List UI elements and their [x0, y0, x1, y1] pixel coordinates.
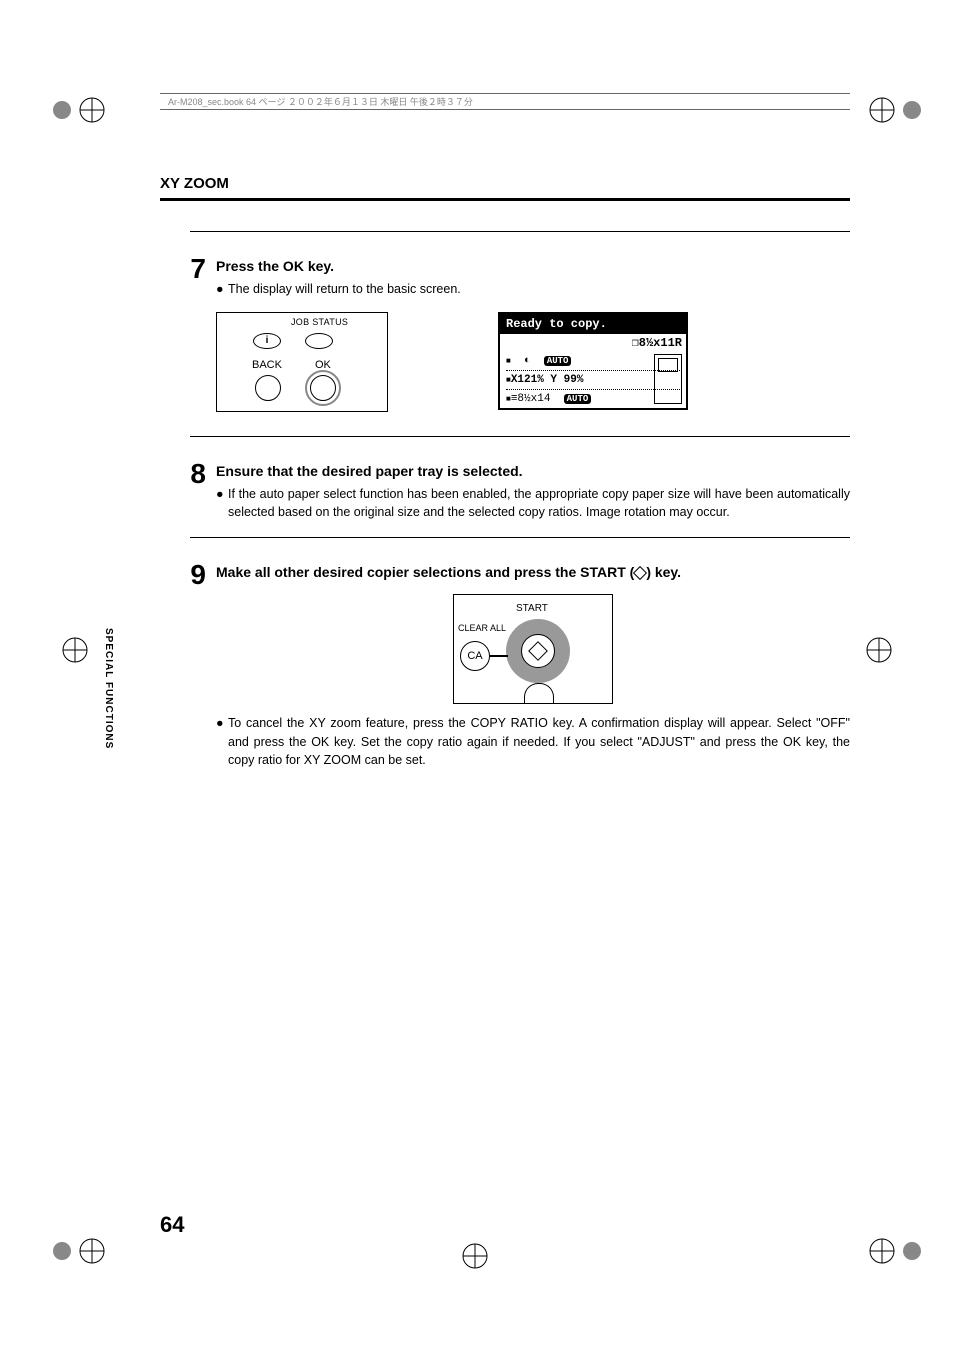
header-meta: Ar-M208_sec.book 64 ページ ２００２年６月１３日 木曜日 午…	[160, 93, 850, 110]
vertical-section-label: SPECIAL FUNCTIONS	[103, 628, 114, 749]
doc-icon: ❐	[632, 336, 639, 350]
clear-all-button: CA	[460, 641, 490, 671]
tray-icon: ≡	[511, 393, 518, 405]
step-divider	[190, 436, 850, 437]
step-8-bullet: If the auto paper select function has be…	[228, 485, 850, 521]
back-label: BACK	[252, 359, 282, 371]
section-title: XY ZOOM	[160, 175, 850, 192]
lcd-paper-size: ❐8½x11R	[500, 334, 686, 352]
auto-badge: AUTO	[564, 394, 592, 404]
start-label: START	[516, 603, 548, 614]
lcd-ready-text: Ready to copy.	[500, 314, 686, 334]
paper-preview-icon	[654, 354, 682, 404]
exposure-icon: ◐	[524, 355, 531, 367]
step-7-heading: Press the OK key.	[216, 258, 850, 274]
step-divider	[190, 231, 850, 232]
step-number-7: 7	[160, 255, 216, 283]
step-7-bullet: The display will return to the basic scr…	[228, 280, 850, 298]
finger-icon	[524, 683, 554, 703]
info-button: i	[253, 333, 281, 349]
crop-mark-tr	[864, 80, 914, 130]
step-9-heading: Make all other desired copier selections…	[216, 564, 850, 580]
auto-badge: AUTO	[544, 356, 572, 366]
crop-mark-ml	[40, 635, 90, 685]
crop-mark-mr	[864, 635, 914, 685]
step-number-9: 9	[160, 561, 216, 589]
connector-line	[490, 655, 508, 657]
job-status-button	[305, 333, 333, 349]
crop-mark-tl	[50, 80, 100, 130]
start-key-figure: START CLEAR ALL CA	[453, 594, 613, 704]
crop-mark-br	[864, 1221, 914, 1271]
page-number: 64	[160, 1212, 184, 1238]
ok-highlight-circle	[305, 370, 341, 406]
step-divider	[190, 537, 850, 538]
control-panel-figure: JOB STATUS i BACK OK	[216, 312, 388, 412]
step-8-heading: Ensure that the desired paper tray is se…	[216, 463, 850, 479]
crop-mark-bl	[50, 1221, 100, 1271]
bullet-icon: ●	[216, 485, 228, 521]
step-9-bullet: To cancel the XY zoom feature, press the…	[228, 714, 850, 768]
clear-all-label: CLEAR ALL	[458, 623, 506, 633]
step-number-8: 8	[160, 460, 216, 488]
bullet-icon: ●	[216, 714, 228, 768]
lcd-display-figure: Ready to copy. ❐8½x11R ■ ◐ AUTO ■X121% Y…	[498, 312, 688, 410]
back-button	[255, 375, 281, 401]
start-diamond-icon	[528, 641, 548, 661]
job-status-label: JOB STATUS	[291, 317, 348, 327]
bullet-icon: ●	[216, 280, 228, 298]
